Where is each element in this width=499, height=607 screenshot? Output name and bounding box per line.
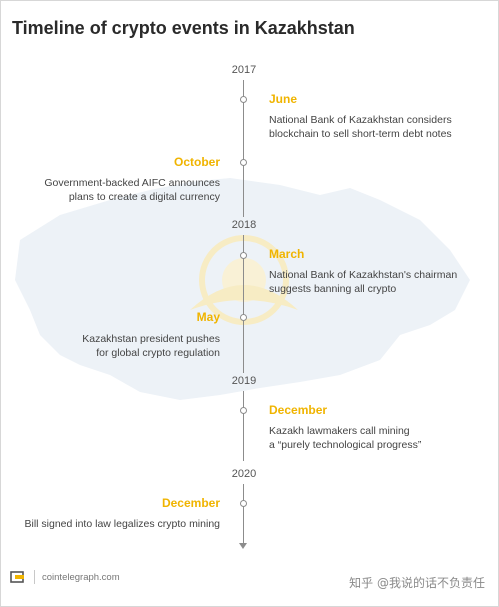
timeline-axis <box>243 484 244 544</box>
event-marker <box>240 252 247 259</box>
event-month: December <box>269 403 328 417</box>
event-month: October <box>173 155 220 169</box>
event-description: Bill signed into law legalizes crypto mi… <box>24 517 220 531</box>
event-marker <box>240 159 247 166</box>
event-description-line: a “purely technological progress” <box>269 439 422 451</box>
timeline-axis <box>243 80 244 217</box>
page-title: Timeline of crypto events in Kazakhstan <box>12 18 355 38</box>
event-month: May <box>196 310 220 324</box>
footer: cointelegraph.com <box>10 569 120 585</box>
event-description-line: National Bank of Kazakhstan considers <box>269 114 452 126</box>
kazakhstan-map-background <box>15 178 470 400</box>
year-label: 2019 <box>231 375 257 387</box>
year-label: 2018 <box>231 219 257 231</box>
event-marker <box>240 96 247 103</box>
event-description-line: Kazakh lawmakers call mining <box>269 425 410 437</box>
timeline-axis <box>243 391 244 461</box>
timeline-axis <box>243 235 244 373</box>
event-description-line: Government-backed AIFC announces <box>44 177 220 189</box>
source-label: cointelegraph.com <box>42 571 120 583</box>
event-month: June <box>269 92 298 106</box>
event-marker <box>240 407 247 414</box>
event-description-line: blockchain to sell short-term debt notes <box>269 128 452 140</box>
event-description-line: Bill signed into law legalizes crypto mi… <box>24 518 220 530</box>
event-description-line: for global crypto regulation <box>96 347 220 359</box>
event-month: December <box>161 496 220 510</box>
event-description: Government-backed AIFC announces plans t… <box>44 176 220 204</box>
event-description: Kazakhstan president pushes for global c… <box>82 332 220 360</box>
footer-divider <box>34 570 35 584</box>
timeline-arrow-icon <box>239 543 247 549</box>
event-description-line: plans to create a digital currency <box>68 191 220 203</box>
event-description: Kazakh lawmakers call mining a “purely t… <box>269 424 421 452</box>
year-label: 2017 <box>231 64 257 76</box>
event-description: National Bank of Kazakhstan's chairman s… <box>269 268 457 296</box>
watermark: 知乎 @我说的话不负责任 <box>349 576 485 590</box>
event-description-line: Kazakhstan president pushes <box>82 333 220 345</box>
event-description-line: suggests banning all crypto <box>269 283 397 295</box>
year-label: 2020 <box>231 468 257 480</box>
event-description-line: National Bank of Kazakhstan's chairman <box>269 269 458 281</box>
event-marker <box>240 500 247 507</box>
event-marker <box>240 314 247 321</box>
cointelegraph-logo-icon <box>10 571 24 583</box>
event-month: March <box>269 247 305 261</box>
event-description: National Bank of Kazakhstan considers bl… <box>269 113 452 141</box>
